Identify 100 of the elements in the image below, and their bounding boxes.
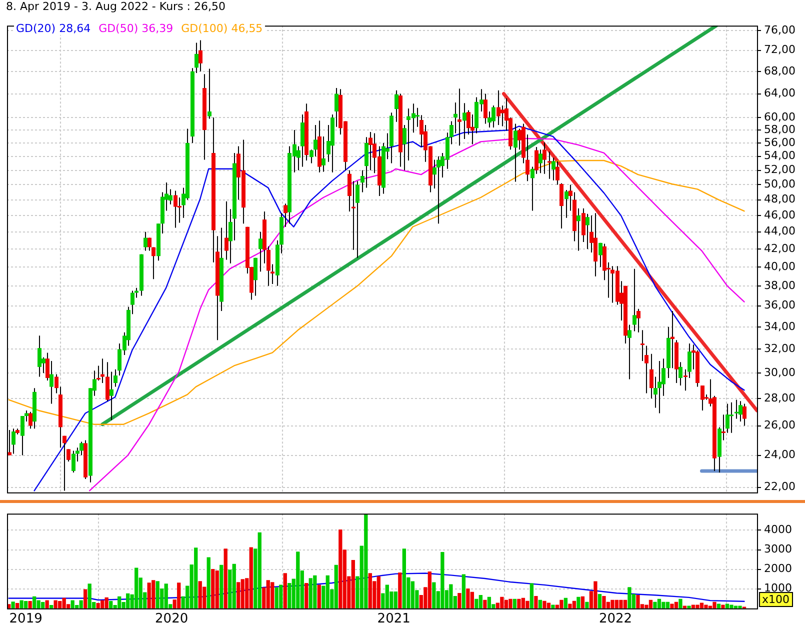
y-tick-label: 52,00 [764,163,796,176]
bar [432,582,436,608]
y-tick-label: 38,00 [764,278,796,292]
candlestick [500,104,504,127]
y-tick-label: 36,00 [764,298,796,312]
y-tick-label: 40,00 [764,260,796,273]
bar [538,600,542,608]
bar [334,564,338,608]
bar [236,582,240,608]
candlestick [742,403,746,426]
bar [530,583,534,608]
bar [696,604,700,608]
bar [249,547,253,608]
y-tick-label: 60,00 [764,110,796,124]
y-tick-label: 2000 [764,562,792,576]
bar [594,581,598,608]
candlestick [730,402,734,434]
candlestick [300,114,304,168]
bar [526,600,530,608]
bar [326,575,330,608]
candlestick [640,330,644,362]
bar [232,564,236,608]
bar [517,598,521,608]
bar [364,514,368,608]
y-tick-label: 56,00 [764,136,796,149]
bar [258,532,262,608]
x-tick-label: 2019 [9,612,42,627]
bar [466,588,470,608]
bar [270,582,274,608]
candlestick [208,68,212,120]
bar [670,604,674,608]
bar [194,548,198,608]
bar [598,594,602,608]
bar [288,583,292,608]
y-tick-label: 50,00 [764,178,796,191]
text: GD(100) 46,55 [181,22,263,35]
bar [274,587,278,608]
y-tick-label: 72,00 [764,43,796,56]
candlestick [734,399,738,420]
y-tick-label: 28,00 [764,391,796,404]
bar [317,584,321,608]
candlestick [514,123,518,182]
bar [534,596,538,608]
y-tick-label: 68,00 [764,64,796,78]
candlestick [484,93,488,124]
bar [508,598,512,608]
candlestick [738,400,742,422]
bar [220,564,224,608]
bar [440,552,444,608]
bar [738,606,742,608]
candlestick [356,180,360,258]
candlestick [152,246,156,280]
y-tick-label: 64,00 [764,86,796,100]
bar [376,576,380,608]
bar [602,596,606,608]
y-tick-label: 26,00 [764,418,796,432]
bar [734,606,738,608]
text: GD(20) 28,64 [16,22,91,35]
bar [458,593,462,608]
bar [28,601,32,608]
bar [478,594,483,608]
bar [283,573,287,608]
bar [687,606,691,608]
candlestick [548,151,552,180]
bar [394,591,398,608]
bar [678,598,682,608]
candlestick [322,136,326,172]
candlestick [658,360,662,414]
candlestick [436,156,440,224]
bar [84,589,88,608]
bar [500,596,504,608]
bar [657,598,662,608]
bar [58,601,62,608]
bar [483,600,487,608]
y-tick-label: 22,00 [764,480,796,494]
bar [279,584,283,608]
y-tick-label: 24,00 [764,448,796,462]
bar [648,600,653,608]
bar [11,602,15,608]
candlestick [174,190,178,228]
x-tick-label: 2020 [155,612,188,627]
bar [164,584,168,608]
bar [487,596,492,608]
bar [224,548,228,608]
text: x100 [759,592,793,608]
candlestick [198,40,202,72]
bar [296,552,300,608]
bar [104,597,108,608]
bar [623,600,628,608]
bar [156,581,160,608]
candlestick [458,88,462,146]
bar [512,598,517,608]
bar [691,604,696,608]
candlestick [12,428,16,454]
y-tick-label: 30,00 [764,366,796,379]
candlestick [492,104,496,128]
bar [152,580,156,608]
bar [662,602,666,608]
bar [708,606,712,608]
bar [368,573,372,608]
